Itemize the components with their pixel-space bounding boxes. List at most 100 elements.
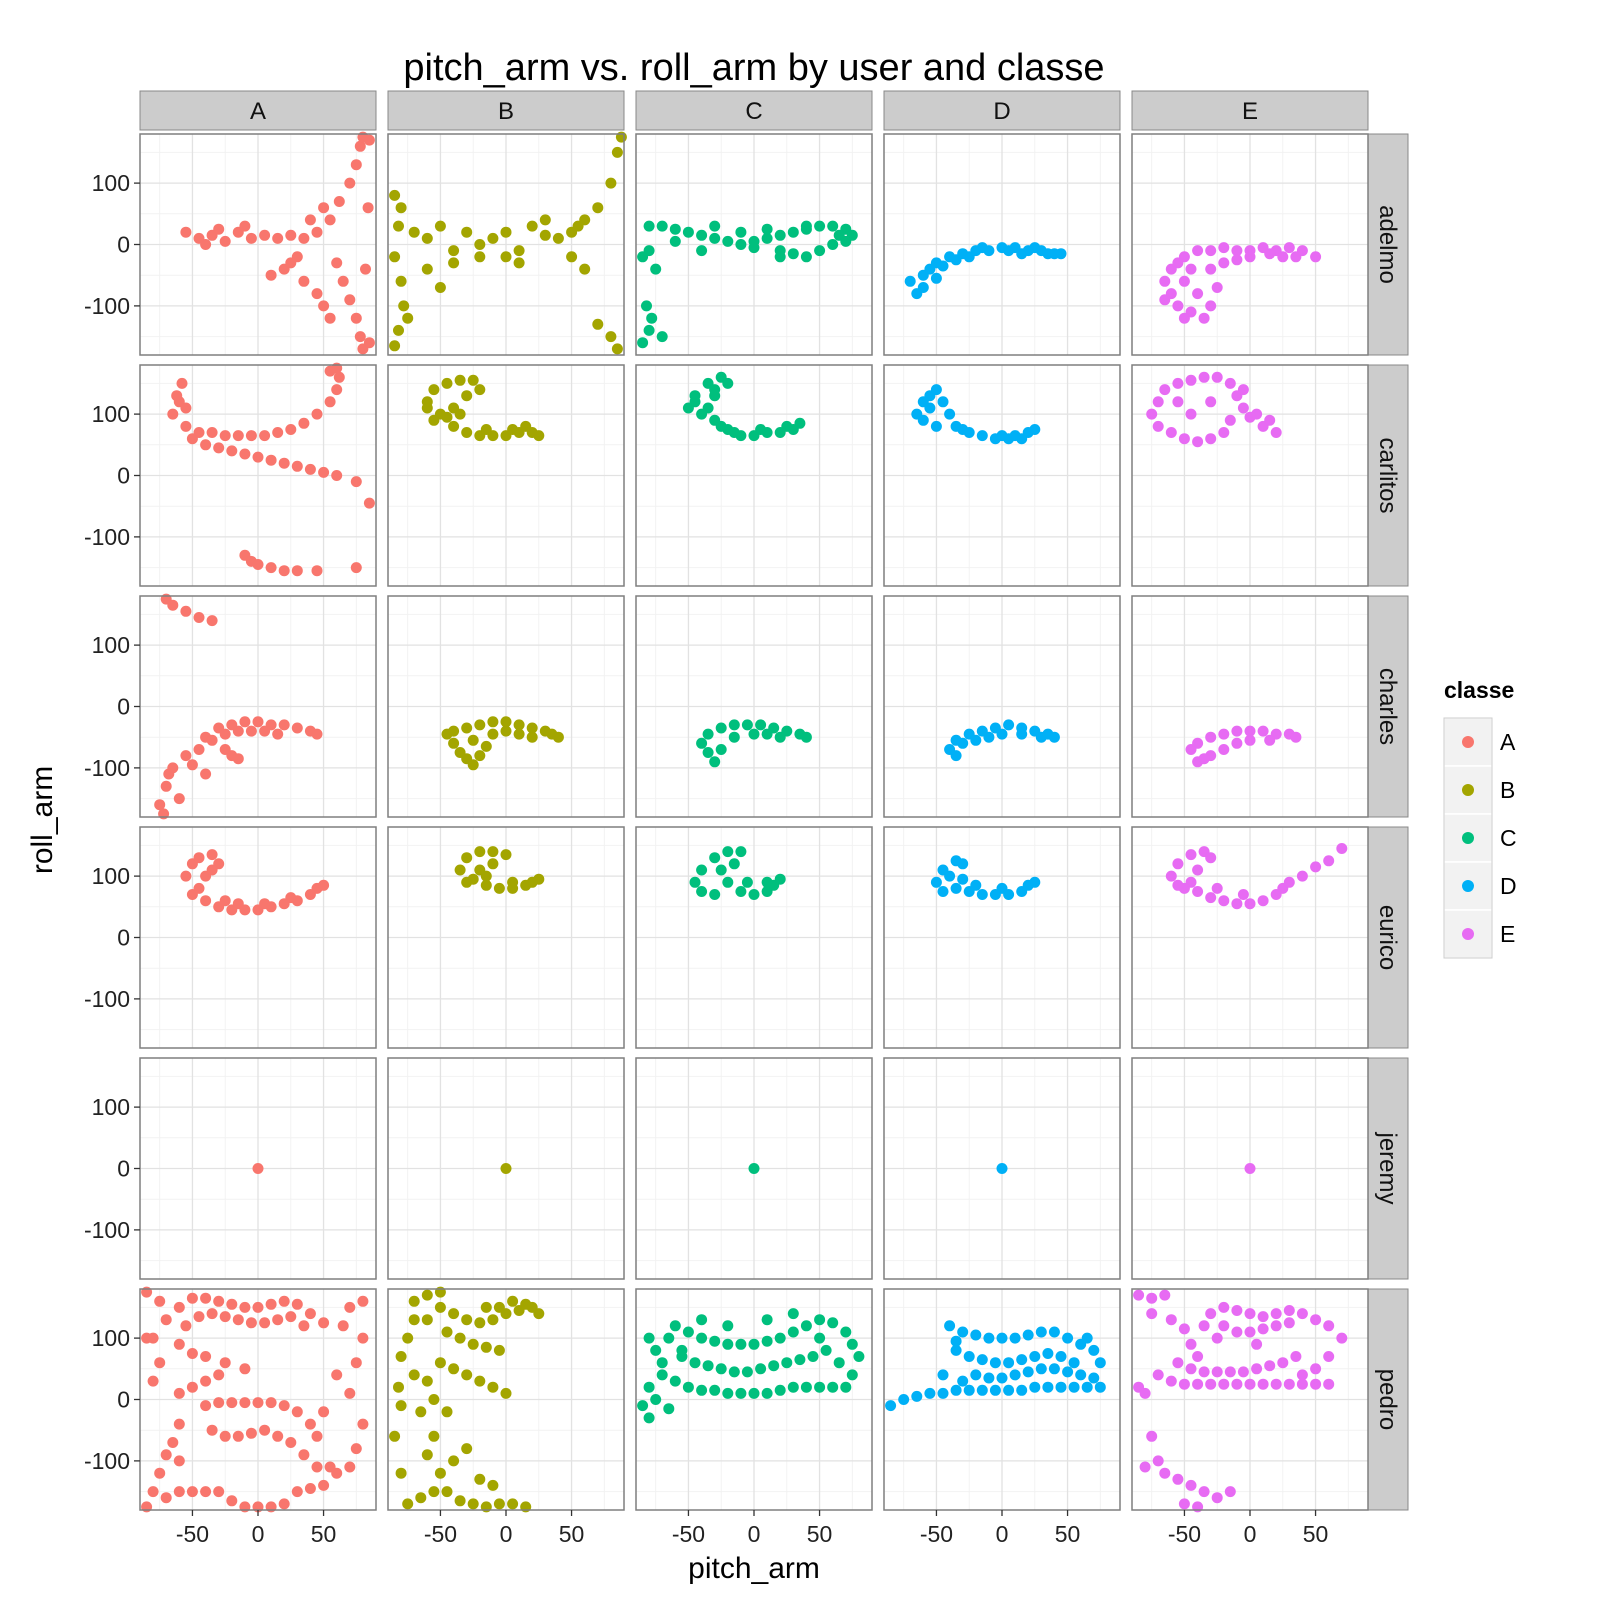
y-tick-label: 0 [117,925,130,951]
data-point [774,251,786,263]
data-point [748,889,760,900]
data-point [533,430,545,442]
data-point [421,263,433,275]
data-point [398,300,410,312]
panel-border [635,826,873,1049]
data-point [428,414,440,426]
data-point [728,731,740,743]
data-point [408,1369,420,1381]
data-point [930,272,942,284]
data-point [393,324,404,336]
data-point [291,565,303,577]
data-point [611,343,623,355]
data-point [272,728,284,740]
data-point [219,1311,231,1323]
data-point [265,454,277,466]
data-point [1205,263,1217,275]
data-point [937,260,949,272]
data-point [193,1311,205,1323]
data-point [265,1298,277,1310]
panel-carlitos-B [387,364,625,587]
data-point [807,1351,819,1362]
data-point [735,1338,747,1350]
x-tick-label: 50 [807,1521,833,1547]
data-point [180,605,192,617]
data-point [963,1384,975,1396]
data-point [232,898,244,910]
data-point [1062,1332,1074,1344]
data-point [441,1326,453,1338]
data-point [748,728,760,740]
y-tick-label: 0 [117,1156,130,1182]
data-point [1198,1366,1210,1378]
data-point [1159,294,1171,306]
data-point [1296,1308,1308,1320]
x-tick-label: 0 [252,1521,265,1547]
data-point [715,744,727,755]
data-point [976,889,988,900]
data-point [1185,1479,1197,1491]
data-point [820,1344,832,1356]
data-point [200,439,212,451]
data-point [1218,1378,1230,1390]
data-point [200,895,212,907]
data-point [318,879,330,891]
data-point [1264,414,1276,426]
data-point [448,257,460,269]
data-point [781,420,793,432]
data-point [656,220,668,232]
data-point [259,898,271,910]
data-point [434,1301,446,1313]
data-point [950,882,962,894]
data-point [441,377,453,389]
data-point [1251,1338,1263,1350]
data-point [1003,1357,1015,1369]
data-point [663,1403,675,1415]
data-point [186,1292,198,1304]
data-point [272,1430,284,1442]
data-point [748,242,760,254]
data-point [937,1369,949,1381]
data-point [480,740,492,752]
data-point [1244,1163,1256,1174]
data-point [402,312,414,324]
data-point [232,725,244,737]
data-point [285,1311,297,1323]
data-point [1068,1357,1080,1369]
data-point [944,1320,956,1332]
data-point [1022,1329,1034,1341]
data-point [393,220,404,232]
data-point [682,1326,694,1338]
data-point [154,1467,166,1479]
data-point [1290,731,1302,743]
x-tick-label: -50 [176,1521,209,1547]
panel-carlitos-D [883,364,1121,587]
data-point [911,1390,923,1402]
panel-border [883,364,1121,587]
data-point [1139,1461,1151,1473]
data-point [1062,1366,1074,1378]
data-point [1244,898,1256,910]
data-point [1218,1301,1230,1313]
data-point [800,1320,812,1332]
legend-swatch-A [1462,736,1474,748]
data-point [539,214,551,226]
data-point [421,1375,433,1387]
panel-eurico-C [635,826,873,1049]
data-point [781,1357,793,1369]
data-point [650,1394,662,1405]
data-point [278,1295,290,1307]
data-point [1009,1332,1021,1344]
data-point [324,214,336,226]
data-point [333,371,345,383]
data-point [265,269,277,281]
data-point [389,189,401,201]
panel-eurico-E [1131,826,1369,1049]
data-point [1218,257,1230,269]
data-point [173,1486,185,1498]
data-point [421,1289,433,1301]
data-point [696,737,708,749]
legend-label-C: C [1500,825,1517,851]
data-point [467,759,479,771]
data-point [239,1397,251,1409]
